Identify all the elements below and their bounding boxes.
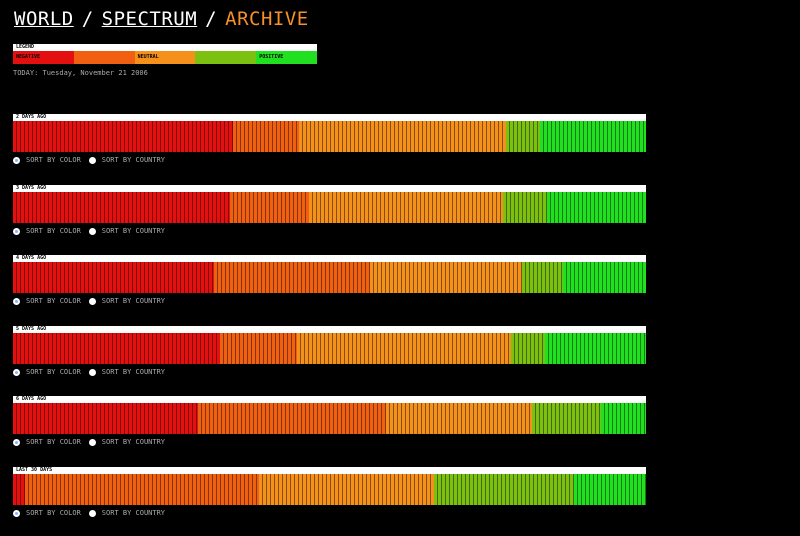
panel-label: 4 DAYS AGO bbox=[13, 255, 646, 262]
spectrum-segment bbox=[545, 333, 646, 364]
spectrum-segment bbox=[297, 333, 511, 364]
sort-by-color-radio[interactable] bbox=[13, 228, 20, 235]
sort-by-country-radio[interactable] bbox=[89, 439, 96, 446]
sort-by-color-radio[interactable] bbox=[13, 157, 20, 164]
spectrum-segment bbox=[370, 262, 522, 293]
sort-by-country-label[interactable]: SORT BY COUNTRY bbox=[102, 509, 165, 517]
spectrum-segment bbox=[601, 403, 646, 434]
spectrum-bar[interactable] bbox=[13, 192, 646, 223]
sort-by-country-radio[interactable] bbox=[89, 157, 96, 164]
sort-by-color-label[interactable]: SORT BY COLOR bbox=[26, 156, 81, 164]
panel-label: 6 DAYS AGO bbox=[13, 396, 646, 403]
sort-by-country-label[interactable]: SORT BY COUNTRY bbox=[102, 156, 165, 164]
spectrum-segment bbox=[522, 262, 563, 293]
legend-segment: NEGATIVE bbox=[13, 51, 74, 64]
breadcrumb-world-link[interactable]: WORLD bbox=[14, 8, 74, 30]
sort-by-color-radio[interactable] bbox=[13, 439, 20, 446]
spectrum-bar[interactable] bbox=[13, 474, 646, 505]
spectrum-bar[interactable] bbox=[13, 333, 646, 364]
breadcrumb-current: ARCHIVE bbox=[225, 8, 309, 30]
sort-by-country-radio[interactable] bbox=[89, 298, 96, 305]
spectrum-segment bbox=[386, 403, 532, 434]
sort-by-color-radio[interactable] bbox=[13, 298, 20, 305]
legend-title: LEGEND bbox=[13, 44, 317, 51]
sort-by-country-radio[interactable] bbox=[89, 369, 96, 376]
spectrum-segment bbox=[198, 403, 386, 434]
breadcrumb-spectrum-link[interactable]: SPECTRUM bbox=[102, 8, 198, 30]
spectrum-segment bbox=[434, 474, 574, 505]
spectrum-segment bbox=[563, 262, 646, 293]
spectrum-panel: 4 DAYS AGO SORT BY COLOR SORT BY COUNTRY bbox=[13, 255, 646, 293]
sort-by-country-radio[interactable] bbox=[89, 510, 96, 517]
spectrum-segment bbox=[13, 121, 233, 152]
spectrum-panel: LAST 30 DAYS SORT BY COLOR SORT BY COUNTRY bbox=[13, 467, 646, 505]
breadcrumb-separator: / bbox=[205, 8, 217, 30]
sort-by-country-label[interactable]: SORT BY COUNTRY bbox=[102, 227, 165, 235]
spectrum-panel: 5 DAYS AGO SORT BY COLOR SORT BY COUNTRY bbox=[13, 326, 646, 364]
sort-by-color-label[interactable]: SORT BY COLOR bbox=[26, 509, 81, 517]
sort-options: SORT BY COLOR SORT BY COUNTRY bbox=[13, 368, 173, 376]
panel-label: LAST 30 DAYS bbox=[13, 467, 646, 474]
spectrum-segment bbox=[13, 403, 198, 434]
spectrum-bar[interactable] bbox=[13, 262, 646, 293]
spectrum-segment bbox=[547, 192, 646, 223]
breadcrumb-separator: / bbox=[82, 8, 94, 30]
spectrum-segment bbox=[511, 333, 545, 364]
sort-options: SORT BY COLOR SORT BY COUNTRY bbox=[13, 227, 173, 235]
spectrum-segment bbox=[259, 474, 434, 505]
legend-bar: NEGATIVE NEUTRAL POSITIVE bbox=[13, 51, 317, 64]
spectrum-segment bbox=[574, 474, 646, 505]
panel-label: 2 DAYS AGO bbox=[13, 114, 646, 121]
spectrum-segment bbox=[13, 262, 214, 293]
legend-segment: NEUTRAL bbox=[135, 51, 196, 64]
spectrum-segment bbox=[233, 121, 299, 152]
sort-options: SORT BY COLOR SORT BY COUNTRY bbox=[13, 438, 173, 446]
spectrum-segment bbox=[540, 121, 646, 152]
sort-by-country-label[interactable]: SORT BY COUNTRY bbox=[102, 368, 165, 376]
legend: LEGEND NEGATIVE NEUTRAL POSITIVE bbox=[13, 44, 317, 64]
spectrum-segment bbox=[506, 121, 540, 152]
spectrum-bar[interactable] bbox=[13, 121, 646, 152]
sort-by-country-label[interactable]: SORT BY COUNTRY bbox=[102, 438, 165, 446]
sort-by-color-radio[interactable] bbox=[13, 510, 20, 517]
legend-segment bbox=[195, 51, 256, 64]
panel-label: 3 DAYS AGO bbox=[13, 185, 646, 192]
spectrum-segment bbox=[25, 474, 259, 505]
sort-by-color-label[interactable]: SORT BY COLOR bbox=[26, 227, 81, 235]
spectrum-segment bbox=[13, 474, 25, 505]
spectrum-bar[interactable] bbox=[13, 403, 646, 434]
panel-label: 5 DAYS AGO bbox=[13, 326, 646, 333]
spectrum-segment bbox=[230, 192, 309, 223]
spectrum-segment bbox=[532, 403, 601, 434]
sort-by-color-label[interactable]: SORT BY COLOR bbox=[26, 297, 81, 305]
page-title: WORLD / SPECTRUM / ARCHIVE bbox=[14, 8, 309, 30]
spectrum-segment bbox=[299, 121, 506, 152]
spectrum-segment bbox=[13, 192, 230, 223]
sort-options: SORT BY COLOR SORT BY COUNTRY bbox=[13, 509, 173, 517]
spectrum-segment bbox=[13, 333, 220, 364]
sort-options: SORT BY COLOR SORT BY COUNTRY bbox=[13, 156, 173, 164]
spectrum-segment bbox=[220, 333, 297, 364]
spectrum-panel: 3 DAYS AGO SORT BY COLOR SORT BY COUNTRY bbox=[13, 185, 646, 223]
spectrum-segment bbox=[214, 262, 370, 293]
sort-by-country-radio[interactable] bbox=[89, 228, 96, 235]
today-date: TODAY: Tuesday, November 21 2006 bbox=[13, 69, 148, 77]
spectrum-panel: 2 DAYS AGO SORT BY COLOR SORT BY COUNTRY bbox=[13, 114, 646, 152]
sort-by-country-label[interactable]: SORT BY COUNTRY bbox=[102, 297, 165, 305]
sort-options: SORT BY COLOR SORT BY COUNTRY bbox=[13, 297, 173, 305]
legend-segment bbox=[74, 51, 135, 64]
sort-by-color-radio[interactable] bbox=[13, 369, 20, 376]
legend-segment: POSITIVE bbox=[256, 51, 317, 64]
sort-by-color-label[interactable]: SORT BY COLOR bbox=[26, 438, 81, 446]
sort-by-color-label[interactable]: SORT BY COLOR bbox=[26, 368, 81, 376]
spectrum-segment bbox=[309, 192, 503, 223]
spectrum-segment bbox=[503, 192, 547, 223]
spectrum-panel: 6 DAYS AGO SORT BY COLOR SORT BY COUNTRY bbox=[13, 396, 646, 434]
